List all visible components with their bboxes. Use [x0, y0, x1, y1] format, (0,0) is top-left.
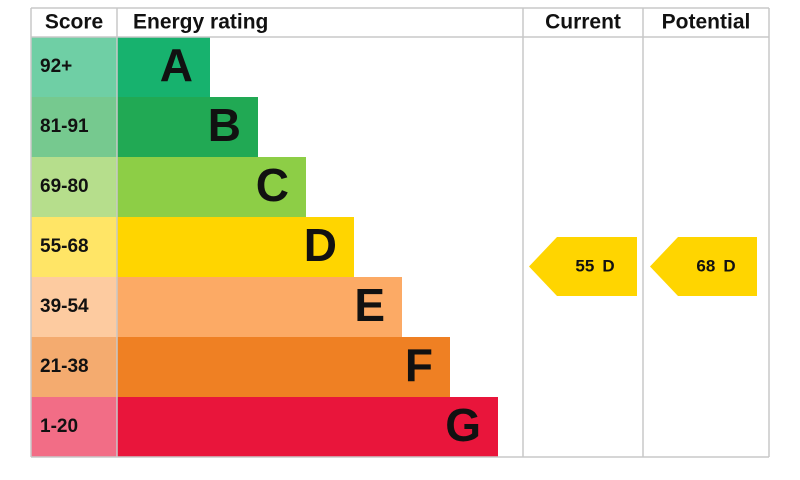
- score-label: 55-68: [40, 236, 89, 257]
- rating-letter: F: [405, 339, 433, 391]
- potential-header: Potential: [662, 11, 751, 34]
- potential-indicator: 68 D: [650, 237, 757, 296]
- rating-letter: A: [160, 39, 193, 91]
- rating-letter: B: [208, 99, 241, 151]
- score-header: Score: [45, 11, 103, 34]
- rating-bar: [117, 397, 498, 457]
- potential-rating: 68 D: [696, 257, 735, 276]
- current-header: Current: [545, 11, 621, 34]
- rating-bar: [117, 337, 450, 397]
- rating-letter: G: [445, 399, 481, 451]
- rating-letter: E: [354, 279, 385, 331]
- rating-header: Energy rating: [133, 11, 268, 34]
- rating-bar: [117, 157, 306, 217]
- current-arrow: [529, 237, 637, 296]
- rating-letter: D: [304, 219, 337, 271]
- score-cell: [31, 277, 117, 337]
- rating-bar: [117, 277, 402, 337]
- rating-bar: [117, 97, 258, 157]
- score-cell: [31, 217, 117, 277]
- score-label: 1-20: [40, 416, 78, 437]
- score-cell: [31, 37, 117, 97]
- score-cell: [31, 97, 117, 157]
- score-label: 92+: [40, 56, 72, 77]
- score-label: 81-91: [40, 116, 89, 137]
- score-cell: [31, 397, 117, 457]
- potential-arrow: [650, 237, 757, 296]
- score-label: 21-38: [40, 356, 89, 377]
- current-indicator: 55 D: [529, 237, 637, 296]
- score-cell: [31, 337, 117, 397]
- current-value: 55: [575, 257, 594, 276]
- potential-letter: D: [723, 257, 735, 276]
- score-label: 39-54: [40, 296, 89, 317]
- potential-value: 68: [696, 257, 715, 276]
- current-rating: 55 D: [575, 257, 614, 276]
- score-cell: [31, 157, 117, 217]
- score-label: 69-80: [40, 176, 89, 197]
- current-letter: D: [602, 257, 614, 276]
- rating-bar: [117, 217, 354, 277]
- rating-bar: [117, 37, 210, 97]
- rating-letter: C: [256, 159, 289, 211]
